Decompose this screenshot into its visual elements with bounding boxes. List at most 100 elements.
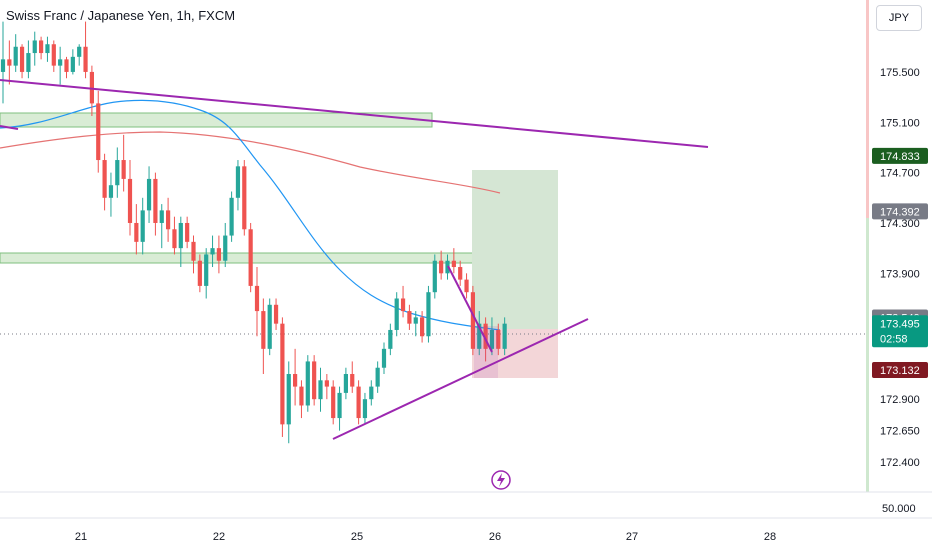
candle[interactable] (146, 166, 152, 223)
candle[interactable] (407, 304, 412, 330)
candle[interactable] (305, 355, 310, 412)
svg-text:173.132: 173.132 (880, 365, 920, 377)
candle[interactable] (235, 160, 241, 211)
candle[interactable] (477, 311, 482, 356)
candle[interactable] (375, 361, 380, 393)
candle[interactable] (273, 298, 279, 330)
candle[interactable] (127, 160, 133, 236)
price-axis[interactable]: 175.500 175.100 174.700 174.300 173.900 172.9… (880, 67, 920, 469)
candle[interactable] (51, 40, 56, 72)
candle[interactable] (242, 160, 247, 236)
candle[interactable] (210, 235, 215, 268)
candle[interactable] (39, 36, 44, 60)
price-tick-label: 174.300 (880, 218, 920, 230)
candle[interactable] (248, 222, 253, 293)
candle[interactable] (400, 285, 406, 318)
left-trendline-stub[interactable] (0, 125, 19, 130)
candle[interactable] (0, 21, 6, 104)
candle[interactable] (172, 216, 177, 255)
candle[interactable] (178, 216, 183, 268)
candle[interactable] (96, 90, 101, 173)
candle[interactable] (153, 172, 158, 236)
candle[interactable] (229, 191, 234, 242)
candle[interactable] (64, 56, 69, 79)
symbol-title[interactable]: Swiss Franc / Japanese Yen, 1h, FXCM (6, 8, 236, 23)
candle[interactable] (7, 40, 12, 85)
candle[interactable] (159, 204, 164, 249)
ascending-trendline[interactable] (332, 318, 589, 440)
candle[interactable] (58, 46, 63, 85)
candle[interactable] (420, 311, 425, 343)
candle[interactable] (350, 361, 355, 393)
candle[interactable] (89, 65, 94, 116)
candle[interactable] (280, 317, 285, 437)
candle[interactable] (470, 285, 475, 356)
slow-moving-average (0, 131, 501, 194)
candle[interactable] (432, 254, 437, 299)
candle[interactable] (254, 267, 260, 337)
candle[interactable] (45, 36, 50, 62)
candle[interactable] (381, 342, 387, 375)
support-zone[interactable] (0, 252, 479, 264)
wedge-upper-line[interactable] (447, 265, 493, 353)
candle[interactable] (286, 361, 291, 444)
candles-layer (0, 21, 507, 444)
candle[interactable] (261, 298, 266, 375)
candle[interactable] (102, 153, 107, 211)
candle[interactable] (216, 235, 221, 274)
candle[interactable] (458, 260, 463, 286)
candle[interactable] (426, 285, 431, 343)
candle[interactable] (166, 197, 171, 242)
candle[interactable] (331, 380, 336, 425)
candle[interactable] (191, 235, 196, 274)
candle[interactable] (337, 386, 342, 431)
candle[interactable] (489, 317, 495, 356)
candle[interactable] (293, 348, 298, 406)
candle[interactable] (77, 44, 82, 66)
candle[interactable] (140, 197, 145, 255)
candle[interactable] (115, 147, 120, 198)
candle[interactable] (369, 380, 374, 406)
candle[interactable] (318, 367, 323, 412)
candle[interactable] (299, 380, 304, 419)
time-axis[interactable]: 21 22 25 26 27 28 (75, 531, 776, 543)
candle[interactable] (439, 250, 444, 280)
alert-icon[interactable] (491, 470, 511, 490)
candle[interactable] (356, 380, 361, 425)
candle[interactable] (388, 323, 393, 356)
price-tick-label: 172.650 (880, 426, 920, 438)
candle[interactable] (19, 44, 25, 79)
candle[interactable] (121, 134, 126, 192)
candle[interactable] (32, 31, 37, 66)
candle[interactable] (185, 216, 190, 249)
candle[interactable] (496, 323, 501, 356)
descending-trendline[interactable] (0, 79, 709, 148)
candle[interactable] (197, 254, 202, 293)
candle[interactable] (394, 292, 399, 337)
candle[interactable] (13, 34, 18, 72)
candle[interactable] (312, 355, 317, 406)
candle[interactable] (413, 311, 418, 337)
price-tick-label: 172.400 (880, 457, 920, 469)
candle[interactable] (343, 367, 348, 400)
stop-price-tag: 173.132 (872, 361, 928, 378)
candle[interactable] (108, 172, 114, 217)
candle[interactable] (134, 204, 139, 255)
target-zone[interactable] (472, 170, 558, 329)
currency-selector[interactable]: JPY (876, 5, 922, 31)
candle[interactable] (83, 21, 88, 79)
candle[interactable] (362, 392, 368, 425)
time-tick-label: 25 (351, 531, 363, 543)
candle[interactable] (464, 273, 469, 299)
candle[interactable] (451, 248, 456, 274)
candle[interactable] (70, 49, 75, 75)
candle[interactable] (324, 374, 329, 400)
candle[interactable] (267, 298, 272, 356)
candle[interactable] (26, 40, 31, 79)
candle[interactable] (204, 248, 209, 299)
time-tick-label: 26 (489, 531, 501, 543)
candle[interactable] (502, 317, 507, 356)
svg-text:174.833: 174.833 (880, 151, 920, 163)
candle[interactable] (223, 222, 228, 268)
